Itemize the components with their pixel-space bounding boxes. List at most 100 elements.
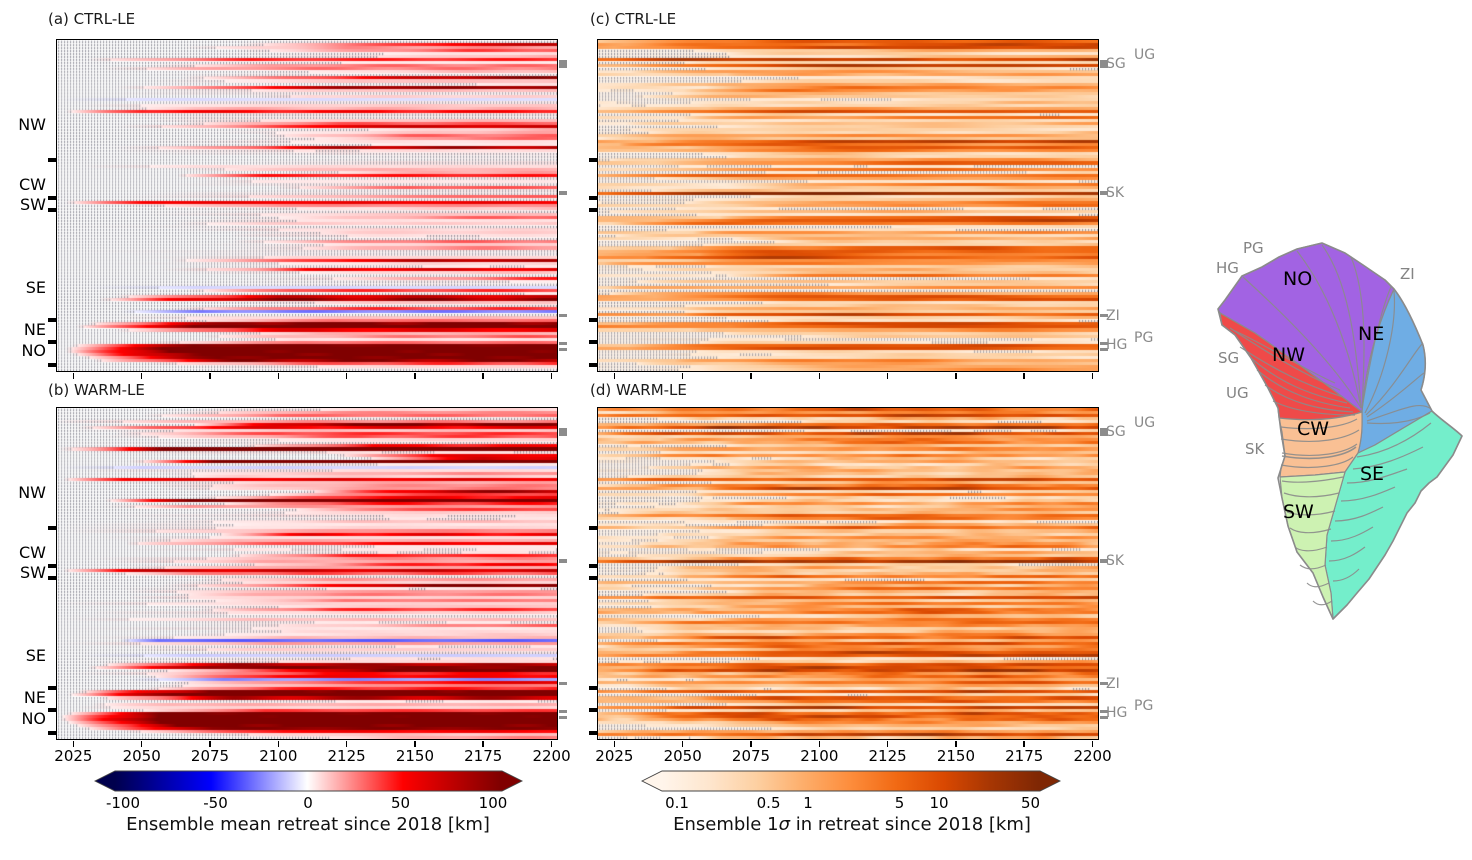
colorbar-mean-label: Ensemble mean retreat since 2018 [km] xyxy=(126,814,490,835)
region-boundary-tick xyxy=(48,340,56,344)
x-axis-tick xyxy=(72,373,75,379)
region-label-nw: NW xyxy=(18,115,46,134)
x-axis-tick xyxy=(750,373,752,379)
glacier-tick-hg xyxy=(559,342,567,346)
x-axis-tick xyxy=(681,373,684,379)
x-axis-tick xyxy=(955,741,957,747)
colorbar-mean-tick-label: 0 xyxy=(303,794,313,812)
region-boundary-tick xyxy=(589,686,597,690)
map-label-sw: SW xyxy=(1283,501,1314,523)
glacier-label-hg-c: HG xyxy=(1106,337,1128,353)
greenland-map xyxy=(1217,242,1463,620)
region-label-nw-b: NW xyxy=(18,483,46,502)
glacier-label-pg-d: PG xyxy=(1134,698,1154,714)
x-axis-tick xyxy=(681,741,684,747)
region-boundary-tick xyxy=(48,158,56,162)
colorbar-sigma-label: Ensemble 1σ in retreat since 2018 [km] xyxy=(673,814,1031,835)
heatmap-panel-c xyxy=(597,39,1099,372)
glacier-tick-sk xyxy=(559,191,567,195)
glacier-tick-sk xyxy=(1100,559,1108,563)
x-tick-label: 2175 xyxy=(1005,747,1044,765)
x-tick-label: 2100 xyxy=(800,747,839,765)
x-axis-tick xyxy=(1023,373,1026,379)
x-axis-tick xyxy=(550,373,553,379)
map-label-sk: SK xyxy=(1245,440,1265,458)
region-boundary-tick xyxy=(589,158,597,162)
x-axis-tick xyxy=(613,741,616,747)
region-boundary-tick xyxy=(48,318,56,322)
x-tick-label: 2150 xyxy=(936,747,976,765)
x-tick-label: 2050 xyxy=(663,747,702,765)
region-boundary-tick xyxy=(589,731,597,735)
map-coastline xyxy=(1217,242,1463,620)
x-axis-tick xyxy=(277,373,280,379)
region-boundary-tick xyxy=(589,576,597,580)
region-label-se-b: SE xyxy=(25,646,46,665)
x-axis-tick xyxy=(414,373,416,379)
x-axis-tick xyxy=(955,373,957,379)
x-tick-label: 2125 xyxy=(327,747,366,765)
region-boundary-tick xyxy=(48,686,56,690)
colorbar-sigma-tick-label: 1 xyxy=(803,794,813,812)
region-boundary-tick xyxy=(48,196,56,200)
region-boundary-tick xyxy=(48,526,56,530)
map-label-pg: PG xyxy=(1243,239,1264,257)
colorbar-sigma-bar xyxy=(640,770,1062,792)
region-label-sw-b: SW xyxy=(20,563,46,582)
region-boundary-tick xyxy=(48,576,56,580)
colorbar-sigma-tick-label: 0.1 xyxy=(665,794,689,812)
glacier-tick-ug xyxy=(559,64,567,68)
glacier-label-sg-c: SG xyxy=(1106,56,1126,72)
x-axis-tick xyxy=(886,741,889,747)
region-boundary-tick xyxy=(48,564,56,568)
panel-d-title: (d) WARM-LE xyxy=(590,381,687,399)
glacier-label-hg-d: HG xyxy=(1106,705,1128,721)
region-label-ne-b: NE xyxy=(23,688,46,707)
x-axis-tick xyxy=(1091,373,1094,379)
glacier-label-zi-c: ZI xyxy=(1106,308,1120,324)
x-axis-tick xyxy=(209,741,211,747)
x-axis-tick xyxy=(750,741,752,747)
x-axis-tick xyxy=(1023,741,1026,747)
map-label-nw: NW xyxy=(1272,344,1305,366)
glacier-label-sk-d: SK xyxy=(1106,553,1125,569)
colorbar-sigma-tick-label: 10 xyxy=(929,794,949,812)
glacier-tick-ug xyxy=(1100,64,1108,68)
colorbar-sigma-tick-label: 50 xyxy=(1021,794,1041,812)
region-label-ne: NE xyxy=(23,320,46,339)
glacier-tick-zi xyxy=(1100,313,1108,317)
x-axis-tick xyxy=(482,373,485,379)
x-axis-tick xyxy=(72,741,75,747)
glacier-label-sg-d: SG xyxy=(1106,424,1126,440)
glacier-label-sk-c: SK xyxy=(1106,185,1125,201)
glacier-tick-zi xyxy=(1100,681,1108,685)
region-boundary-tick xyxy=(48,363,56,367)
glacier-tick-zi xyxy=(559,313,567,317)
glacier-tick-pg xyxy=(1100,715,1108,719)
x-tick-label: 2025 xyxy=(54,747,93,765)
x-axis-tick xyxy=(209,373,211,379)
glacier-tick-hg xyxy=(1100,342,1108,346)
glacier-label-ug-d: UG xyxy=(1134,415,1156,431)
panel-c-title: (c) CTRL-LE xyxy=(590,10,677,28)
region-boundary-tick xyxy=(48,708,56,712)
glacier-tick-sg xyxy=(1100,60,1108,64)
map-flowlines xyxy=(1229,244,1432,606)
region-boundary-tick xyxy=(589,340,597,344)
x-tick-label: 2025 xyxy=(595,747,634,765)
glacier-tick-ug xyxy=(559,432,567,436)
x-tick-label: 2175 xyxy=(464,747,503,765)
colorbar-mean-bar xyxy=(93,770,524,792)
glacier-tick-pg xyxy=(1100,347,1108,351)
region-label-no-b: NO xyxy=(21,709,46,728)
panel-a-title: (a) CTRL-LE xyxy=(48,10,136,28)
glacier-tick-sk xyxy=(559,559,567,563)
x-axis-tick xyxy=(818,741,821,747)
region-boundary-tick xyxy=(589,196,597,200)
map-label-no: NO xyxy=(1283,268,1313,290)
x-tick-label: 2075 xyxy=(190,747,230,765)
x-axis-tick xyxy=(818,373,821,379)
region-boundary-tick xyxy=(48,208,56,212)
glacier-tick-pg xyxy=(559,715,567,719)
